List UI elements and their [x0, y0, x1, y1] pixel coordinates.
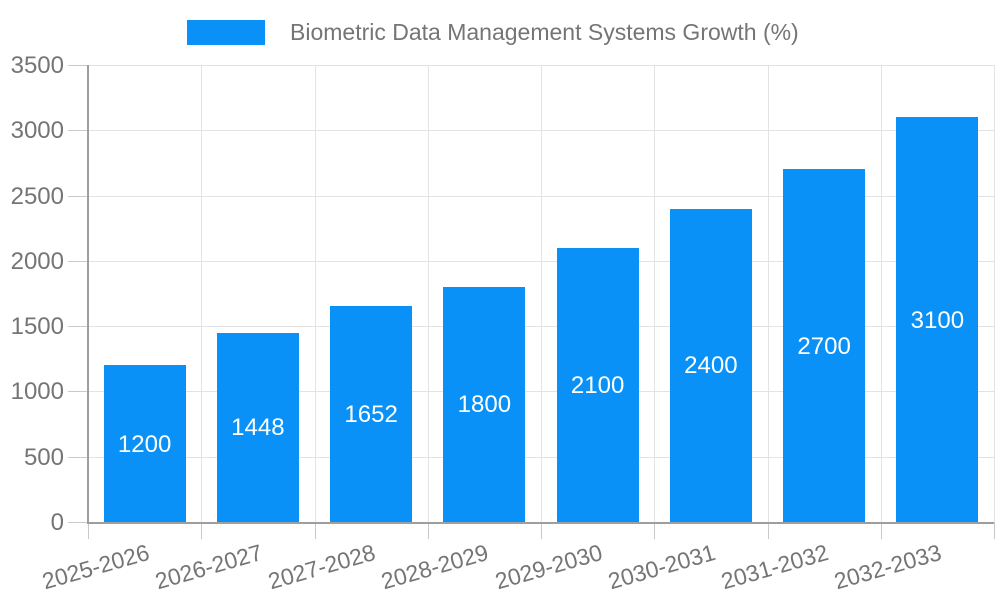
v-gridline [994, 65, 995, 522]
y-tick-label: 2500 [10, 182, 64, 210]
x-tick [314, 522, 316, 539]
x-tick [654, 522, 656, 539]
y-tick-label: 3000 [10, 117, 64, 145]
bar-value-label: 1448 [231, 414, 285, 442]
y-tick-label: 3500 [10, 52, 64, 79]
bar [556, 247, 639, 522]
y-tick-label: 500 [23, 443, 64, 471]
x-tick [88, 522, 89, 539]
bar-value-label: 1800 [457, 391, 512, 419]
v-gridline [541, 65, 542, 522]
bar [103, 365, 186, 522]
x-tick [541, 522, 542, 539]
y-tick [68, 260, 88, 262]
v-gridline [201, 65, 203, 522]
v-gridline [427, 65, 429, 522]
y-tick [68, 65, 88, 66]
y-tick [68, 522, 88, 523]
bar [216, 332, 299, 522]
bar-value-label: 2100 [570, 371, 625, 399]
legend-label: Biometric Data Management Systems Growth… [290, 19, 799, 45]
y-tick [68, 326, 88, 328]
y-tick [68, 456, 88, 458]
y-tick [68, 130, 88, 132]
v-gridline [767, 65, 769, 522]
x-tick [427, 522, 429, 539]
bar [669, 208, 752, 522]
x-tick [767, 522, 769, 539]
bar-value-label: 2400 [684, 352, 738, 380]
bar-value-label: 2700 [797, 332, 851, 360]
y-tick-label: 0 [50, 509, 64, 536]
bar [443, 286, 526, 522]
y-tick-label: 1500 [10, 313, 64, 341]
bar [783, 169, 866, 522]
y-tick [68, 391, 88, 393]
bar [896, 117, 979, 522]
x-tick [994, 522, 995, 539]
y-axis-line [87, 65, 89, 522]
bar-value-label: 1652 [344, 401, 398, 429]
x-tick [880, 522, 882, 539]
y-tick-label: 1000 [10, 378, 64, 406]
v-gridline [314, 65, 316, 522]
v-gridline [654, 65, 656, 522]
y-tick-label: 2000 [10, 247, 64, 275]
x-axis-line [87, 522, 994, 524]
bar-value-label: 3100 [910, 306, 965, 334]
bar-value-label: 1200 [117, 430, 172, 458]
bar [330, 306, 413, 522]
v-gridline [880, 65, 882, 522]
legend: Biometric Data Management Systems Growth… [187, 19, 799, 46]
x-tick [201, 522, 203, 539]
y-tick [68, 195, 88, 197]
legend-swatch-icon [187, 20, 265, 45]
